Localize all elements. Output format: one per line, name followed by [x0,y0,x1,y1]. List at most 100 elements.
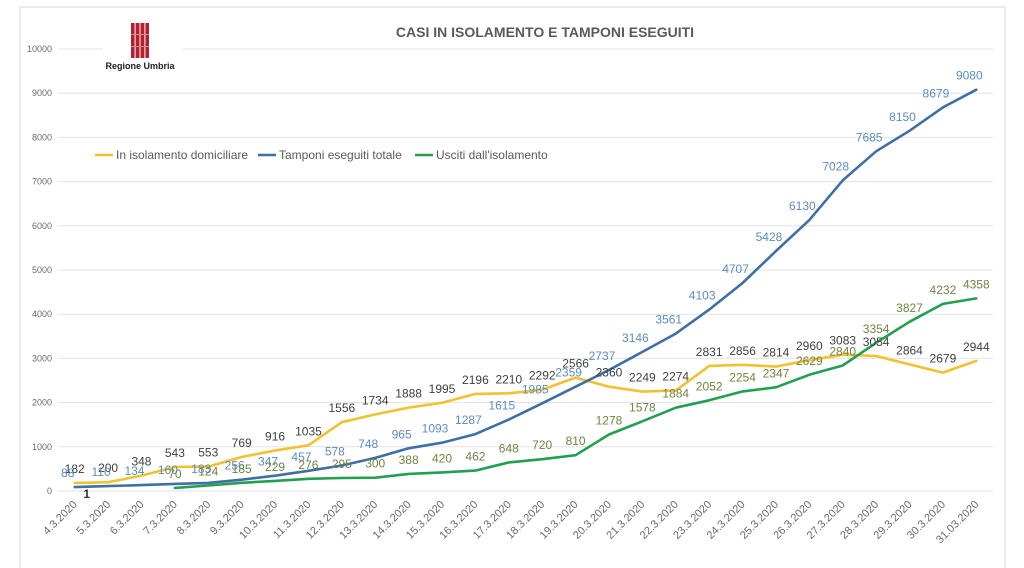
umbria-emblem-icon [131,23,149,58]
annotation-label: 1 [83,487,90,501]
data-label-isolamento-domiciliare: 2196 [462,373,489,387]
y-tick-label: 9000 [32,88,52,98]
data-label-usciti-isolamento: 300 [365,457,385,471]
data-label-isolamento-domiciliare: 2274 [662,369,689,383]
data-label-tamponi-eseguiti: 1287 [455,413,482,427]
y-tick-label: 1000 [32,442,52,452]
data-label-usciti-isolamento: 229 [265,460,285,474]
gridlines [58,48,993,492]
x-axis-ticks: 4.3.20205.3.20206.3.20207.3.20208.3.2020… [41,499,981,546]
x-tick-label: 7.3.2020 [141,499,180,538]
data-label-isolamento-domiciliare: 2831 [696,345,723,359]
y-tick-label: 3000 [32,353,52,363]
data-label-isolamento-domiciliare: 1734 [362,393,389,407]
chart-frame [19,6,1006,568]
data-labels: 182 200 348 543 553 769 916 1035 1556 1734 1888 199… [61,69,990,481]
data-label-tamponi-eseguiti: 160 [158,463,178,477]
x-tick-label: 8.3.2020 [175,499,214,538]
data-label-tamponi-eseguiti: 578 [325,444,345,458]
data-label-usciti-isolamento: 3827 [896,301,923,315]
data-label-isolamento-domiciliare: 1995 [429,382,456,396]
data-label-usciti-isolamento: 124 [198,465,218,479]
data-label-tamponi-eseguiti: 1093 [422,422,449,436]
data-label-usciti-isolamento: 276 [298,458,318,472]
data-label-tamponi-eseguiti: 4103 [689,289,716,303]
data-label-tamponi-eseguiti: 5428 [756,230,783,244]
data-label-tamponi-eseguiti: 9080 [956,69,983,83]
legend: In isolamento domiciliare Tamponi eseguit… [95,148,548,162]
data-label-tamponi-eseguiti: 8679 [923,86,950,100]
data-label-usciti-isolamento: 1884 [662,387,689,401]
data-label-usciti-isolamento: 1578 [629,400,656,414]
data-label-tamponi-eseguiti: 1985 [522,382,549,396]
y-tick-label: 8000 [32,132,52,142]
data-label-tamponi-eseguiti: 3561 [655,313,682,327]
data-label-isolamento-domiciliare: 2249 [629,371,656,385]
legend-item-tamponi-eseguiti[interactable]: Tamponi eseguiti totale [258,148,402,162]
data-label-usciti-isolamento: 4358 [963,277,990,291]
data-label-usciti-isolamento: 720 [532,438,552,452]
data-label-isolamento-domiciliare: 2679 [930,352,957,366]
data-label-usciti-isolamento: 2347 [763,366,790,380]
legend-label: Usciti dall'isolamento [436,148,548,162]
data-label-usciti-isolamento: 3354 [863,322,890,336]
legend-label: Tamponi eseguiti totale [279,148,402,162]
data-label-isolamento-domiciliare: 2960 [796,339,823,353]
data-label-isolamento-domiciliare: 2864 [896,343,923,357]
x-tick-label: 4.3.2020 [41,499,80,538]
series-line-usciti-isolamento [173,297,978,490]
data-label-tamponi-eseguiti: 457 [291,450,311,464]
logo-text: Regione Umbria [105,61,175,71]
data-label-isolamento-domiciliare: 2944 [963,340,990,354]
y-tick-label: 10000 [27,44,52,54]
series-line-tamponi-eseguiti [73,88,978,489]
data-label-tamponi-eseguiti: 7685 [856,130,883,144]
data-label-tamponi-eseguiti: 2737 [589,349,616,363]
y-axis-ticks: 0 1000 2000 3000 4000 5000 6000 7000 8000 9000 100… [27,44,52,496]
data-label-isolamento-domiciliare: 1888 [395,387,422,401]
data-label-isolamento-domiciliare: 2566 [562,357,589,371]
data-label-tamponi-eseguiti: 1615 [488,399,515,413]
series-line-isolamento-domiciliare [73,353,978,485]
data-label-isolamento-domiciliare: 3054 [863,335,890,349]
data-label-tamponi-eseguiti: 7028 [822,159,849,173]
data-label-usciti-isolamento: 2840 [829,344,856,358]
data-label-usciti-isolamento: 1278 [596,414,623,428]
data-label-isolamento-domiciliare: 2856 [729,344,756,358]
data-label-isolamento-domiciliare: 1556 [328,401,355,415]
data-label-usciti-isolamento: 648 [499,441,519,455]
data-label-isolamento-domiciliare: 769 [232,436,252,450]
data-label-isolamento-domiciliare: 1035 [295,424,322,438]
data-label-isolamento-domiciliare: 2814 [763,346,790,360]
data-label-usciti-isolamento: 462 [465,450,485,464]
data-label-tamponi-eseguiti: 4707 [722,262,749,276]
data-label-isolamento-domiciliare: 3083 [829,334,856,348]
data-label-tamponi-eseguiti: 110 [92,465,111,479]
legend-item-usciti-isolamento[interactable]: Usciti dall'isolamento [415,148,548,162]
data-label-tamponi-eseguiti: 6130 [789,199,816,213]
series-lines [73,88,978,490]
data-label-tamponi-eseguiti: 2359 [555,366,582,380]
data-label-tamponi-eseguiti: 88 [61,466,75,480]
y-tick-label: 2000 [32,398,52,408]
annotations: 1 [83,487,90,501]
data-label-usciti-isolamento: 2052 [696,379,723,393]
data-label-tamponi-eseguiti: 256 [225,459,245,473]
y-tick-label: 6000 [32,221,52,231]
data-label-isolamento-domiciliare: 2360 [596,366,623,380]
data-label-isolamento-domiciliare: 916 [265,430,285,444]
data-label-usciti-isolamento: 420 [432,451,452,465]
legend-item-isolamento-domiciliare[interactable]: In isolamento domiciliare [95,148,248,162]
data-label-usciti-isolamento: 2629 [796,354,823,368]
data-label-isolamento-domiciliare: 348 [131,455,151,469]
data-label-tamponi-eseguiti: 183 [191,462,211,476]
data-label-usciti-isolamento: 388 [399,453,419,467]
x-tick-label: 5.3.2020 [74,499,113,538]
data-label-tamponi-eseguiti: 748 [358,437,378,451]
data-label-usciti-isolamento: 2254 [729,370,756,384]
data-label-isolamento-domiciliare: 2292 [529,369,556,383]
y-tick-label: 7000 [32,177,52,187]
data-label-isolamento-domiciliare: 543 [165,446,185,460]
logo: Regione Umbria [103,23,183,71]
